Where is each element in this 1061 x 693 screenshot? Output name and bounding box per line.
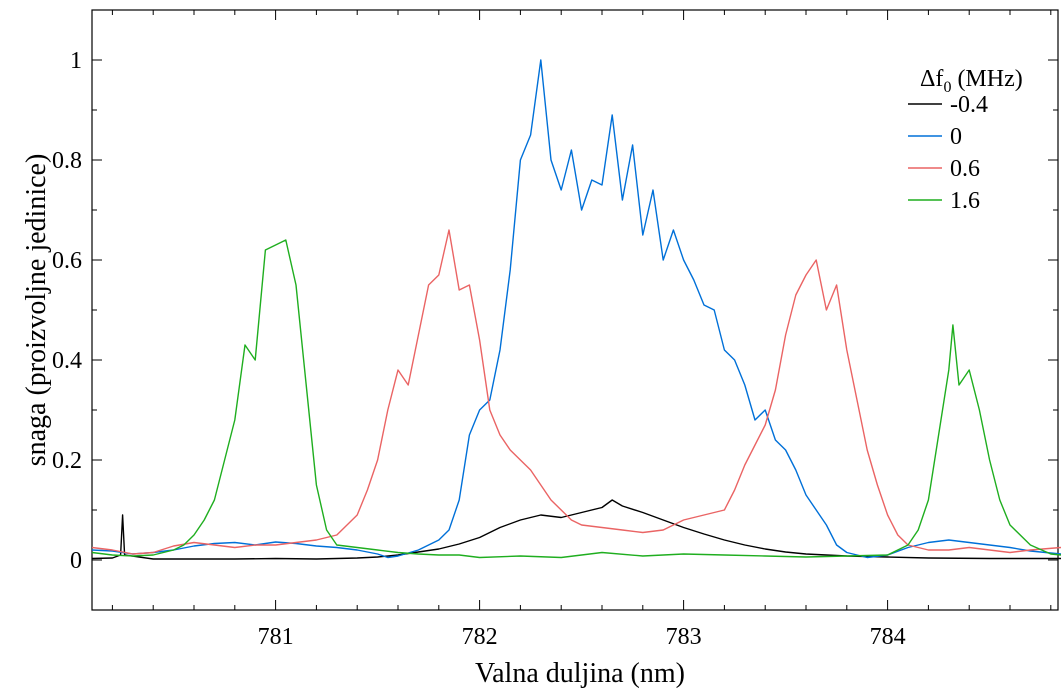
x-axis-title: Valna duljina (nm) — [475, 658, 685, 689]
legend-title-suffix: (MHz) — [951, 66, 1022, 92]
y-tick-label-4: 0.8 — [52, 148, 82, 174]
legend-label-2: 0.6 — [950, 156, 980, 182]
series-line-2 — [92, 229, 1061, 555]
x-tick-label-3: 784 — [870, 624, 906, 650]
y-tick-label-0: 0 — [70, 548, 82, 574]
y-axis-title: snaga (proizvoljne jedinice) — [21, 154, 52, 467]
x-axis-ticks: 781 782 783 784 — [111, 10, 1052, 650]
series-layer — [92, 59, 1061, 560]
legend: Δf0 (MHz) -0.400.61.6 — [908, 66, 1023, 214]
y-tick-label-2: 0.4 — [52, 348, 82, 374]
x-tick-label-0: 781 — [258, 624, 294, 650]
series-line-1 — [92, 59, 1061, 559]
x-tick-label-1: 782 — [462, 624, 498, 650]
series-line-3 — [92, 239, 1061, 559]
legend-label-1: 0 — [950, 124, 962, 150]
plot-frame — [91, 9, 1059, 611]
legend-label-0: -0.4 — [950, 92, 988, 118]
legend-entries: -0.4 0 0.6 1.6 — [908, 92, 988, 214]
y-tick-label-5: 1 — [70, 48, 82, 74]
y-tick-label-1: 0.2 — [52, 448, 82, 474]
y-axis-ticks: 0 0.2 0.4 0.6 0.8 1 — [52, 48, 1058, 611]
series-line-0 — [92, 499, 1061, 560]
y-tick-label-3: 0.6 — [52, 248, 82, 274]
legend-title-sub: 0 — [943, 79, 951, 96]
x-tick-label-2: 783 — [666, 624, 702, 650]
legend-title: Δf0 (MHz) — [920, 66, 1023, 96]
legend-label-3: 1.6 — [950, 188, 980, 214]
legend-title-base: Δf — [920, 66, 943, 92]
